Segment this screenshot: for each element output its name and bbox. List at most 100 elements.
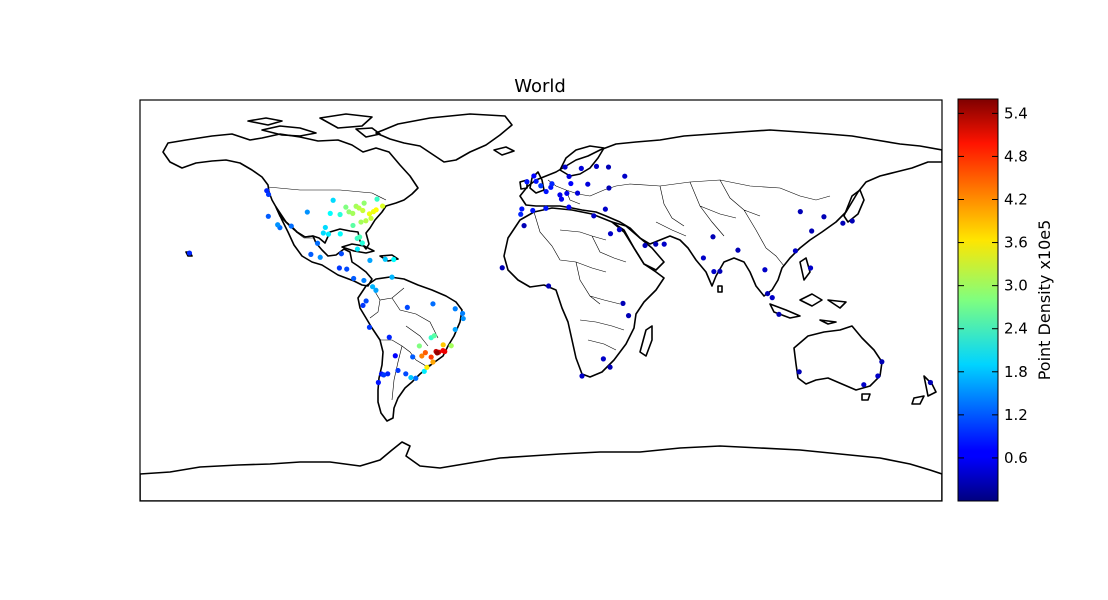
density-point	[769, 295, 775, 301]
density-point	[861, 382, 867, 388]
density-point	[762, 267, 768, 273]
density-point	[448, 343, 454, 349]
density-point	[574, 190, 581, 196]
density-point	[338, 251, 344, 257]
density-point	[408, 374, 414, 381]
density-point	[413, 375, 419, 381]
density-point	[410, 354, 416, 360]
colorbar-tick-label: 3.6	[1004, 234, 1028, 252]
density-point	[585, 181, 591, 187]
density-point	[518, 211, 524, 217]
coast-japan	[843, 189, 865, 223]
density-point	[568, 180, 574, 187]
density-point	[710, 234, 716, 240]
coast-philippines	[799, 257, 811, 281]
coast-madagascar	[639, 325, 653, 357]
density-point	[533, 178, 539, 184]
density-point	[395, 367, 401, 374]
density-point	[361, 200, 367, 206]
density-point	[363, 218, 369, 224]
density-point	[431, 333, 437, 339]
density-point	[351, 275, 357, 282]
density-point	[796, 369, 802, 375]
density-point	[424, 364, 430, 370]
density-point	[460, 315, 466, 322]
density-point	[404, 304, 410, 311]
density-point	[717, 268, 723, 274]
density-point	[304, 209, 310, 215]
coast-greenland	[375, 113, 513, 163]
density-point	[337, 211, 343, 218]
density-point	[440, 342, 446, 348]
density-point	[566, 173, 572, 180]
density-point	[366, 324, 373, 330]
density-point	[519, 206, 525, 212]
density-point	[275, 222, 281, 228]
density-point	[605, 164, 612, 170]
coastlines	[140, 113, 942, 501]
density-point	[591, 213, 597, 219]
density-point	[661, 241, 667, 247]
density-point	[186, 250, 193, 256]
density-point	[521, 223, 527, 229]
density-point	[566, 204, 572, 210]
density-point	[386, 334, 392, 340]
colorbar-tick-label: 4.8	[1004, 147, 1028, 165]
density-point	[343, 204, 349, 210]
density-point	[797, 209, 803, 215]
coast-arabia	[611, 221, 665, 271]
colorbar-tick-label: 2.4	[1004, 320, 1028, 338]
density-point	[653, 241, 659, 247]
chart-title: World	[514, 76, 566, 97]
density-point	[700, 255, 707, 261]
density-point	[373, 287, 379, 293]
density-point	[711, 268, 717, 275]
density-point	[320, 230, 326, 236]
density-point	[543, 188, 549, 195]
density-point	[452, 306, 458, 312]
density-point	[327, 210, 333, 216]
colorbar-ticks: 0.6 1.2 1.8 2.4 3.0 3.6 4.2 4.8 5.4	[958, 104, 1028, 467]
coast-australia	[793, 325, 883, 391]
coast-antarctica	[140, 441, 942, 501]
density-point	[421, 368, 427, 374]
density-point	[849, 218, 855, 224]
coast-tasmania	[861, 393, 871, 401]
density-point	[622, 173, 628, 179]
density-point	[322, 224, 328, 231]
density-point	[616, 227, 623, 233]
density-point	[380, 203, 386, 209]
density-point	[434, 350, 440, 356]
density-point	[735, 247, 741, 253]
density-point	[367, 257, 373, 263]
density-point	[606, 185, 612, 191]
density-point	[792, 248, 799, 254]
density-point	[336, 265, 342, 271]
colorbar-label: Point Density x10e5	[1035, 220, 1054, 381]
density-point	[442, 348, 448, 355]
density-point	[356, 205, 362, 211]
density-point	[308, 251, 314, 257]
map-background	[140, 100, 942, 501]
density-point	[807, 265, 814, 271]
density-point	[382, 256, 388, 262]
density-point	[391, 256, 397, 263]
colorbar-tick-label: 3.0	[1004, 277, 1028, 295]
density-point	[374, 196, 380, 202]
coast-iceland	[493, 146, 515, 156]
density-point	[499, 265, 505, 271]
coast-scandinavia	[559, 145, 605, 177]
density-point	[357, 234, 363, 240]
density-point	[360, 302, 366, 309]
density-point	[403, 371, 409, 377]
density-point	[607, 364, 613, 370]
density-point	[625, 313, 632, 319]
density-point	[350, 210, 356, 216]
density-point	[530, 207, 536, 214]
colorbar-tick-label: 4.2	[1004, 191, 1028, 209]
density-points	[186, 163, 934, 388]
density-point	[344, 266, 350, 272]
density-point	[545, 283, 552, 289]
density-point	[524, 179, 530, 185]
